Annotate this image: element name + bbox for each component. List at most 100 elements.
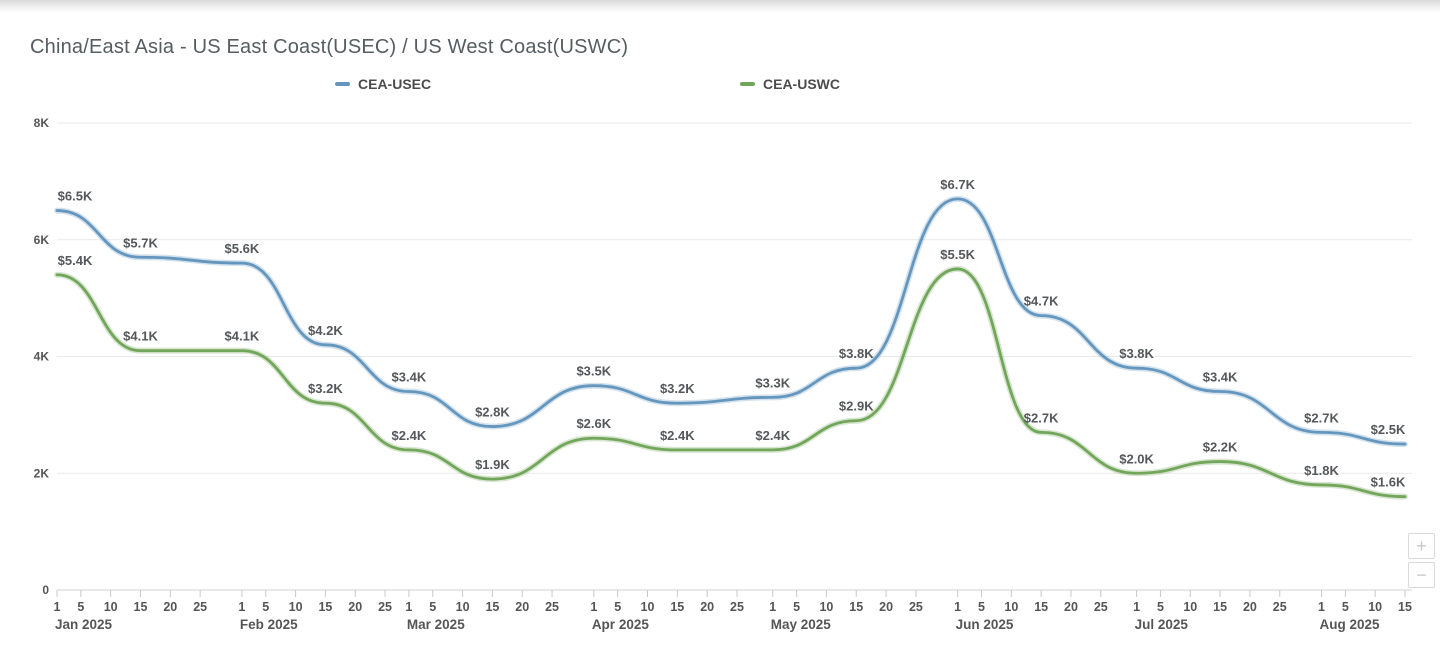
data-point-label: $4.1K — [123, 329, 158, 344]
x-axis-tick-label: 5 — [1342, 600, 1349, 614]
x-axis-month-label: Jan 2025 — [55, 617, 113, 632]
x-axis-tick-label: 1 — [590, 600, 597, 614]
x-axis-month-label: Mar 2025 — [407, 617, 465, 632]
data-point-label: $2.4K — [660, 428, 695, 443]
y-axis-tick-label: 8K — [34, 116, 50, 130]
x-axis-tick-label: 1 — [1133, 600, 1140, 614]
x-axis-tick-label: 10 — [1183, 600, 1197, 614]
x-axis-tick-label: 5 — [1157, 600, 1164, 614]
chart-title: China/East Asia - US East Coast(USEC) / … — [30, 36, 629, 58]
y-axis-tick-label: 4K — [34, 350, 50, 364]
x-axis-tick-label: 1 — [954, 600, 961, 614]
x-axis-tick-label: 20 — [1064, 600, 1078, 614]
legend-label: CEA-USEC — [358, 76, 432, 92]
x-axis-tick-label: 10 — [104, 600, 118, 614]
x-axis-tick-label: 20 — [1243, 600, 1257, 614]
data-point-label: $5.7K — [123, 235, 158, 250]
x-axis-tick-label: 10 — [456, 600, 470, 614]
x-axis-month-label: May 2025 — [771, 617, 832, 632]
x-axis-tick-label: 5 — [429, 600, 436, 614]
x-axis-month-label: Jul 2025 — [1135, 617, 1189, 632]
chart-legend: CEA-USEC CEA-USWC — [0, 76, 1440, 96]
data-point-label: $1.8K — [1304, 463, 1339, 478]
x-axis-tick-label: 25 — [1273, 600, 1287, 614]
x-axis-tick-label: 15 — [485, 600, 499, 614]
x-axis-tick-label: 20 — [879, 600, 893, 614]
x-axis-tick-label: 1 — [769, 600, 776, 614]
x-axis-tick-label: 1 — [238, 600, 245, 614]
x-axis-tick-label: 25 — [1094, 600, 1108, 614]
y-axis-tick-label: 6K — [34, 233, 50, 247]
data-point-label: $4.2K — [308, 323, 343, 338]
data-point-label: $5.4K — [58, 253, 93, 268]
x-axis-tick-label: 20 — [163, 600, 177, 614]
x-axis-tick-label: 1 — [54, 600, 61, 614]
legend-label: CEA-USWC — [763, 76, 840, 92]
chart-zoom-controls: + − — [1408, 533, 1436, 591]
legend-dash-icon — [335, 82, 350, 86]
x-axis-month-label: Jun 2025 — [956, 617, 1014, 632]
x-axis-tick-label: 15 — [670, 600, 684, 614]
x-axis-tick-label: 25 — [909, 600, 923, 614]
top-edge-shadow — [0, 0, 1440, 12]
data-point-label: $3.4K — [392, 370, 427, 385]
x-axis-tick-label: 25 — [730, 600, 744, 614]
data-point-label: $2.7K — [1024, 410, 1059, 425]
x-axis-tick-label: 15 — [318, 600, 332, 614]
data-point-label: $6.5K — [58, 189, 93, 204]
legend-item-cea-usec[interactable]: CEA-USEC — [335, 76, 431, 92]
data-point-label: $5.5K — [940, 247, 975, 262]
x-axis-tick-label: 15 — [134, 600, 148, 614]
x-axis-tick-label: 5 — [262, 600, 269, 614]
series-line-halo-CEA-USEC — [54, 195, 1408, 448]
x-axis-tick-label: 15 — [1398, 600, 1412, 614]
y-axis-tick-label: 2K — [34, 466, 50, 480]
x-axis-tick-label: 25 — [193, 600, 207, 614]
data-point-label: $5.6K — [225, 241, 260, 256]
data-point-label: $2.6K — [576, 416, 611, 431]
x-axis-tick-label: 1 — [405, 600, 412, 614]
series-line-CEA-USWC — [55, 267, 1407, 498]
data-point-label: $4.1K — [225, 329, 260, 344]
x-axis-tick-label: 20 — [700, 600, 714, 614]
data-point-label: $2.4K — [392, 428, 427, 443]
data-point-label: $1.6K — [1371, 475, 1406, 490]
legend-item-cea-uswc[interactable]: CEA-USWC — [740, 76, 840, 92]
x-axis-tick-label: 15 — [849, 600, 863, 614]
data-point-label: $3.5K — [576, 364, 611, 379]
data-point-label: $3.2K — [308, 381, 343, 396]
data-point-label: $2.9K — [839, 399, 874, 414]
data-point-label: $2.2K — [1203, 440, 1238, 455]
data-point-label: $3.8K — [1119, 346, 1154, 361]
x-axis-tick-label: 10 — [1004, 600, 1018, 614]
x-axis-tick-label: 25 — [378, 600, 392, 614]
data-point-label: $3.2K — [660, 381, 695, 396]
x-axis-tick-label: 10 — [641, 600, 655, 614]
x-axis-tick-label: 15 — [1034, 600, 1048, 614]
data-point-label: $3.4K — [1203, 370, 1238, 385]
data-point-label: $2.4K — [755, 428, 790, 443]
zoom-out-button[interactable]: − — [1408, 562, 1435, 588]
x-axis-tick-label: 20 — [348, 600, 362, 614]
x-axis-month-label: Aug 2025 — [1319, 617, 1380, 632]
x-axis-tick-label: 10 — [819, 600, 833, 614]
x-axis-tick-label: 1 — [1318, 600, 1325, 614]
data-point-label: $3.8K — [839, 346, 874, 361]
x-axis-month-label: Apr 2025 — [592, 617, 650, 632]
zoom-in-button[interactable]: + — [1408, 533, 1435, 559]
x-axis-tick-label: 5 — [793, 600, 800, 614]
data-point-label: $2.0K — [1119, 451, 1154, 466]
data-point-label: $6.7K — [940, 177, 975, 192]
data-point-label: $1.9K — [475, 457, 510, 472]
data-point-label: $4.7K — [1024, 294, 1059, 309]
x-axis-month-label: Feb 2025 — [240, 617, 298, 632]
x-axis-tick-label: 5 — [77, 600, 84, 614]
x-axis-tick-label: 10 — [289, 600, 303, 614]
x-axis-tick-label: 25 — [545, 600, 559, 614]
data-point-label: $2.7K — [1304, 410, 1339, 425]
data-point-label: $3.3K — [755, 375, 790, 390]
y-axis-tick-label: 0 — [42, 583, 49, 597]
x-axis-tick-label: 20 — [515, 600, 529, 614]
